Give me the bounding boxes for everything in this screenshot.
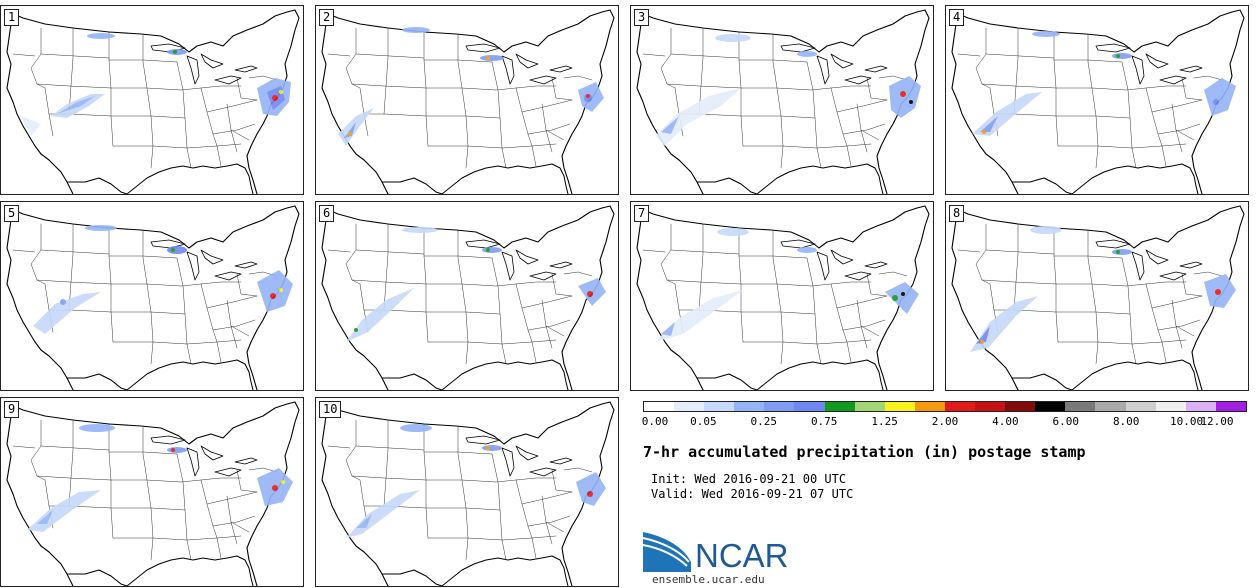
colorbar-segment xyxy=(1155,402,1186,411)
ensemble-member-panel-1: 1 xyxy=(0,5,304,195)
colorbar-tick-label: 2.00 xyxy=(931,415,959,428)
colorbar-segment xyxy=(674,402,705,411)
valid-time: Valid: Wed 2016-09-21 07 UTC xyxy=(651,487,854,501)
ensemble-member-panel-6: 6 xyxy=(315,201,619,391)
precip-map xyxy=(951,9,1245,194)
precip-map xyxy=(951,205,1245,390)
member-number: 5 xyxy=(4,205,20,222)
colorbar-tick-label: 0.00 xyxy=(641,415,669,428)
colorbar-segment xyxy=(704,402,735,411)
colorbar-segment xyxy=(914,402,945,411)
ensemble-member-panel-2: 2 xyxy=(315,5,619,195)
precip-map xyxy=(321,401,615,586)
colorbar-tick-label: 0.05 xyxy=(690,415,717,428)
precip-map xyxy=(321,205,615,390)
colorbar-segment xyxy=(794,402,825,411)
colorbar-segment xyxy=(1125,402,1156,411)
colorbar-segment xyxy=(764,402,795,411)
colorbar-tick-label: 0.75 xyxy=(810,415,838,428)
colorbar-tick-label: 0.25 xyxy=(750,415,778,428)
member-number: 10 xyxy=(319,401,342,418)
colorbar-tick-label: 4.00 xyxy=(992,415,1019,428)
ensemble-member-panel-8: 8 xyxy=(945,201,1249,391)
member-number: 8 xyxy=(949,205,965,222)
ensemble-member-panel-9: 9 xyxy=(0,397,304,587)
colorbar-segment xyxy=(1005,402,1036,411)
colorbar-tick-label: 1.25 xyxy=(871,415,898,428)
colorbar-tick-label: 12.00 xyxy=(1200,415,1234,428)
ensemble-member-panel-10: 10 xyxy=(315,397,619,587)
ensemble-url: ensemble.ucar.edu xyxy=(652,573,765,586)
member-number: 6 xyxy=(319,205,335,222)
colorbar-tick-label: 8.00 xyxy=(1112,415,1140,428)
ensemble-member-panel-5: 5 xyxy=(0,201,304,391)
colorbar-segment xyxy=(644,402,675,411)
precip-map xyxy=(6,205,300,390)
colorbar-segment xyxy=(975,402,1006,411)
colorbar-segment xyxy=(824,402,855,411)
colorbar-segment xyxy=(884,402,915,411)
colorbar-segment xyxy=(734,402,765,411)
member-number: 3 xyxy=(634,9,650,26)
member-number: 2 xyxy=(319,9,335,26)
chart-title: 7-hr accumulated precipitation (in) post… xyxy=(643,443,1086,461)
ncar-logo-text: NCAR xyxy=(695,537,789,572)
member-number: 1 xyxy=(4,9,20,26)
ncar-logo: NCAR xyxy=(642,532,793,576)
precip-field xyxy=(21,33,291,136)
member-number: 4 xyxy=(949,9,965,26)
member-number: 7 xyxy=(634,205,650,222)
precip-colorbar xyxy=(643,401,1247,412)
colorbar-segment xyxy=(1065,402,1096,411)
precip-map xyxy=(6,9,300,194)
colorbar-tick-label: 6.00 xyxy=(1052,415,1080,428)
precip-map xyxy=(636,9,930,194)
colorbar-segment xyxy=(1095,402,1126,411)
init-time: Init: Wed 2016-09-21 00 UTC xyxy=(651,472,847,486)
precip-map xyxy=(321,9,615,194)
colorbar-segment xyxy=(854,402,885,411)
colorbar-segment xyxy=(1185,402,1216,411)
colorbar-segment xyxy=(1035,402,1066,411)
colorbar-segment xyxy=(1215,402,1246,411)
precip-map xyxy=(636,205,930,390)
precip-map xyxy=(6,401,300,586)
colorbar-segment xyxy=(944,402,976,411)
ensemble-member-panel-4: 4 xyxy=(945,5,1249,195)
ensemble-member-panel-3: 3 xyxy=(630,5,934,195)
member-number: 9 xyxy=(4,401,20,418)
colorbar-tick-label: 10.00 xyxy=(1170,415,1204,428)
ensemble-member-panel-7: 7 xyxy=(630,201,934,391)
